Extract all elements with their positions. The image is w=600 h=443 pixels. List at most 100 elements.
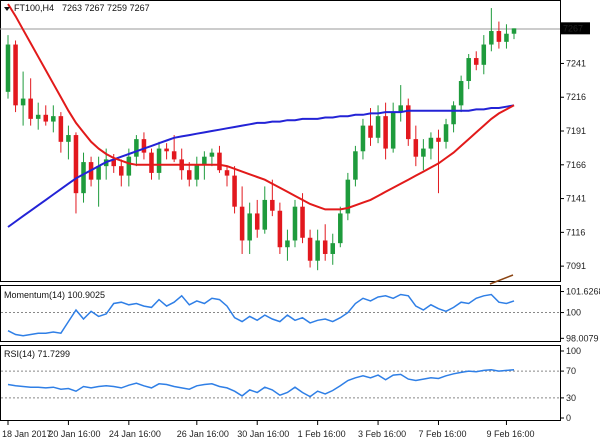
candle-body	[451, 105, 456, 125]
moving-average-slow-line	[7, 104, 515, 228]
candle-body	[156, 148, 162, 173]
candle-body	[202, 156, 207, 165]
candle-body	[375, 116, 381, 138]
candle-body	[406, 105, 411, 140]
candle-body	[73, 135, 79, 194]
candle-body	[43, 114, 49, 122]
candle-body	[368, 125, 373, 138]
candle-body	[111, 159, 116, 167]
candle-body	[58, 116, 64, 142]
candle-body	[307, 237, 313, 261]
time-tick-label: 9 Feb 16:00	[486, 429, 534, 439]
momentum-tick-label: 100	[566, 308, 581, 318]
candle-body	[119, 166, 124, 176]
time-tick-label: 3 Feb 16:00	[358, 429, 406, 439]
candle-body	[398, 105, 403, 113]
candle-body	[481, 44, 487, 65]
candle-body	[496, 31, 502, 42]
candle-body	[390, 112, 396, 149]
candle-body	[35, 114, 41, 119]
candle-body	[489, 31, 494, 45]
candle-body	[473, 58, 479, 65]
candle-body	[436, 137, 441, 142]
candle-body	[330, 243, 336, 254]
candle-body	[134, 139, 139, 157]
rsi-panel[interactable]: RSI(14) 71.7299 100 70 30 0	[0, 345, 582, 424]
candle-body	[141, 139, 147, 153]
price-tick-label: 7141	[566, 194, 586, 204]
candle-body	[164, 148, 169, 152]
price-tick-label: 7191	[566, 126, 586, 136]
candle-body	[300, 206, 305, 238]
candle-body	[20, 98, 26, 106]
candle-body	[270, 199, 275, 211]
rsi-line	[7, 369, 515, 398]
candle-body	[413, 139, 419, 157]
candle-body	[224, 170, 230, 176]
candle-body	[149, 152, 154, 173]
candle-body	[511, 28, 517, 34]
symbol-label: FT100,H4	[14, 3, 54, 13]
rsi-tick-label: 0	[566, 413, 571, 423]
candle-body	[504, 33, 509, 42]
candle-body	[5, 44, 11, 92]
candle-body	[466, 58, 471, 82]
candle-body	[338, 213, 343, 244]
candle-body	[277, 210, 283, 248]
candle-body	[13, 44, 18, 106]
candle-body	[353, 151, 358, 180]
price-tick-label: 7216	[566, 92, 586, 102]
price-tick-label: 7116	[566, 227, 585, 237]
time-tick-label: 24 Jan 16:00	[109, 429, 161, 439]
candle-body	[247, 213, 252, 241]
candle-body	[239, 206, 245, 241]
price-axis: 7241 7216 7191 7166 7141 7116 7091	[560, 27, 586, 271]
candle-body	[81, 162, 86, 194]
price-tick-label: 7091	[566, 261, 586, 271]
candle-body	[292, 206, 298, 241]
time-tick-label: 18 Jan 2017	[2, 429, 52, 439]
candle-body	[254, 213, 260, 230]
momentum-title: Momentum(14) 100.9025	[4, 290, 105, 300]
ohlc-values: 7263 7267 7259 7267	[62, 3, 150, 13]
price-tick-label: 7166	[566, 160, 586, 170]
time-tick-label: 1 Feb 16:00	[298, 429, 346, 439]
moving-average-fast-line	[7, 3, 515, 211]
time-tick-label: 7 Feb 16:00	[418, 429, 466, 439]
candle-body	[28, 98, 33, 119]
dropdown-triangle-icon[interactable]	[4, 7, 10, 11]
current-price-tag: 7267	[561, 22, 590, 35]
candle-body	[345, 179, 351, 214]
candle-body	[458, 81, 464, 106]
candle-body	[232, 175, 237, 207]
candle-body	[51, 116, 56, 122]
candle-body	[428, 137, 434, 149]
candle-body	[186, 170, 192, 180]
rsi-axis: 100 70 30 0	[560, 346, 581, 423]
candle-body	[421, 148, 426, 157]
current-price-tag-text: 7267	[563, 23, 583, 33]
candle-body	[96, 166, 101, 180]
rsi-tick-label: 100	[566, 346, 581, 356]
price-panel[interactable]: FT100,H4 7263 7267 7259 7267 7241 7216 719…	[0, 0, 590, 285]
candle-body	[171, 151, 177, 160]
trendline-object[interactable]	[489, 274, 514, 285]
current-price-tag-bg	[561, 22, 590, 35]
candle-body	[315, 240, 320, 261]
candle-body	[217, 152, 222, 171]
candle-body	[360, 125, 366, 152]
rsi-panel-frame	[0, 345, 561, 421]
price-tick-label: 7241	[566, 58, 586, 68]
momentum-tick-label: 98.0079	[566, 333, 599, 343]
momentum-panel[interactable]: Momentum(14) 100.9025 101.6268 100 98.0079	[0, 285, 600, 344]
candle-body	[66, 135, 71, 142]
candle-body	[322, 240, 328, 254]
momentum-line	[7, 293, 515, 337]
rsi-title: RSI(14) 71.7299	[4, 349, 70, 359]
candle-body	[126, 156, 132, 176]
candle-body	[209, 152, 215, 157]
momentum-tick-label: 101.6268	[566, 287, 600, 297]
